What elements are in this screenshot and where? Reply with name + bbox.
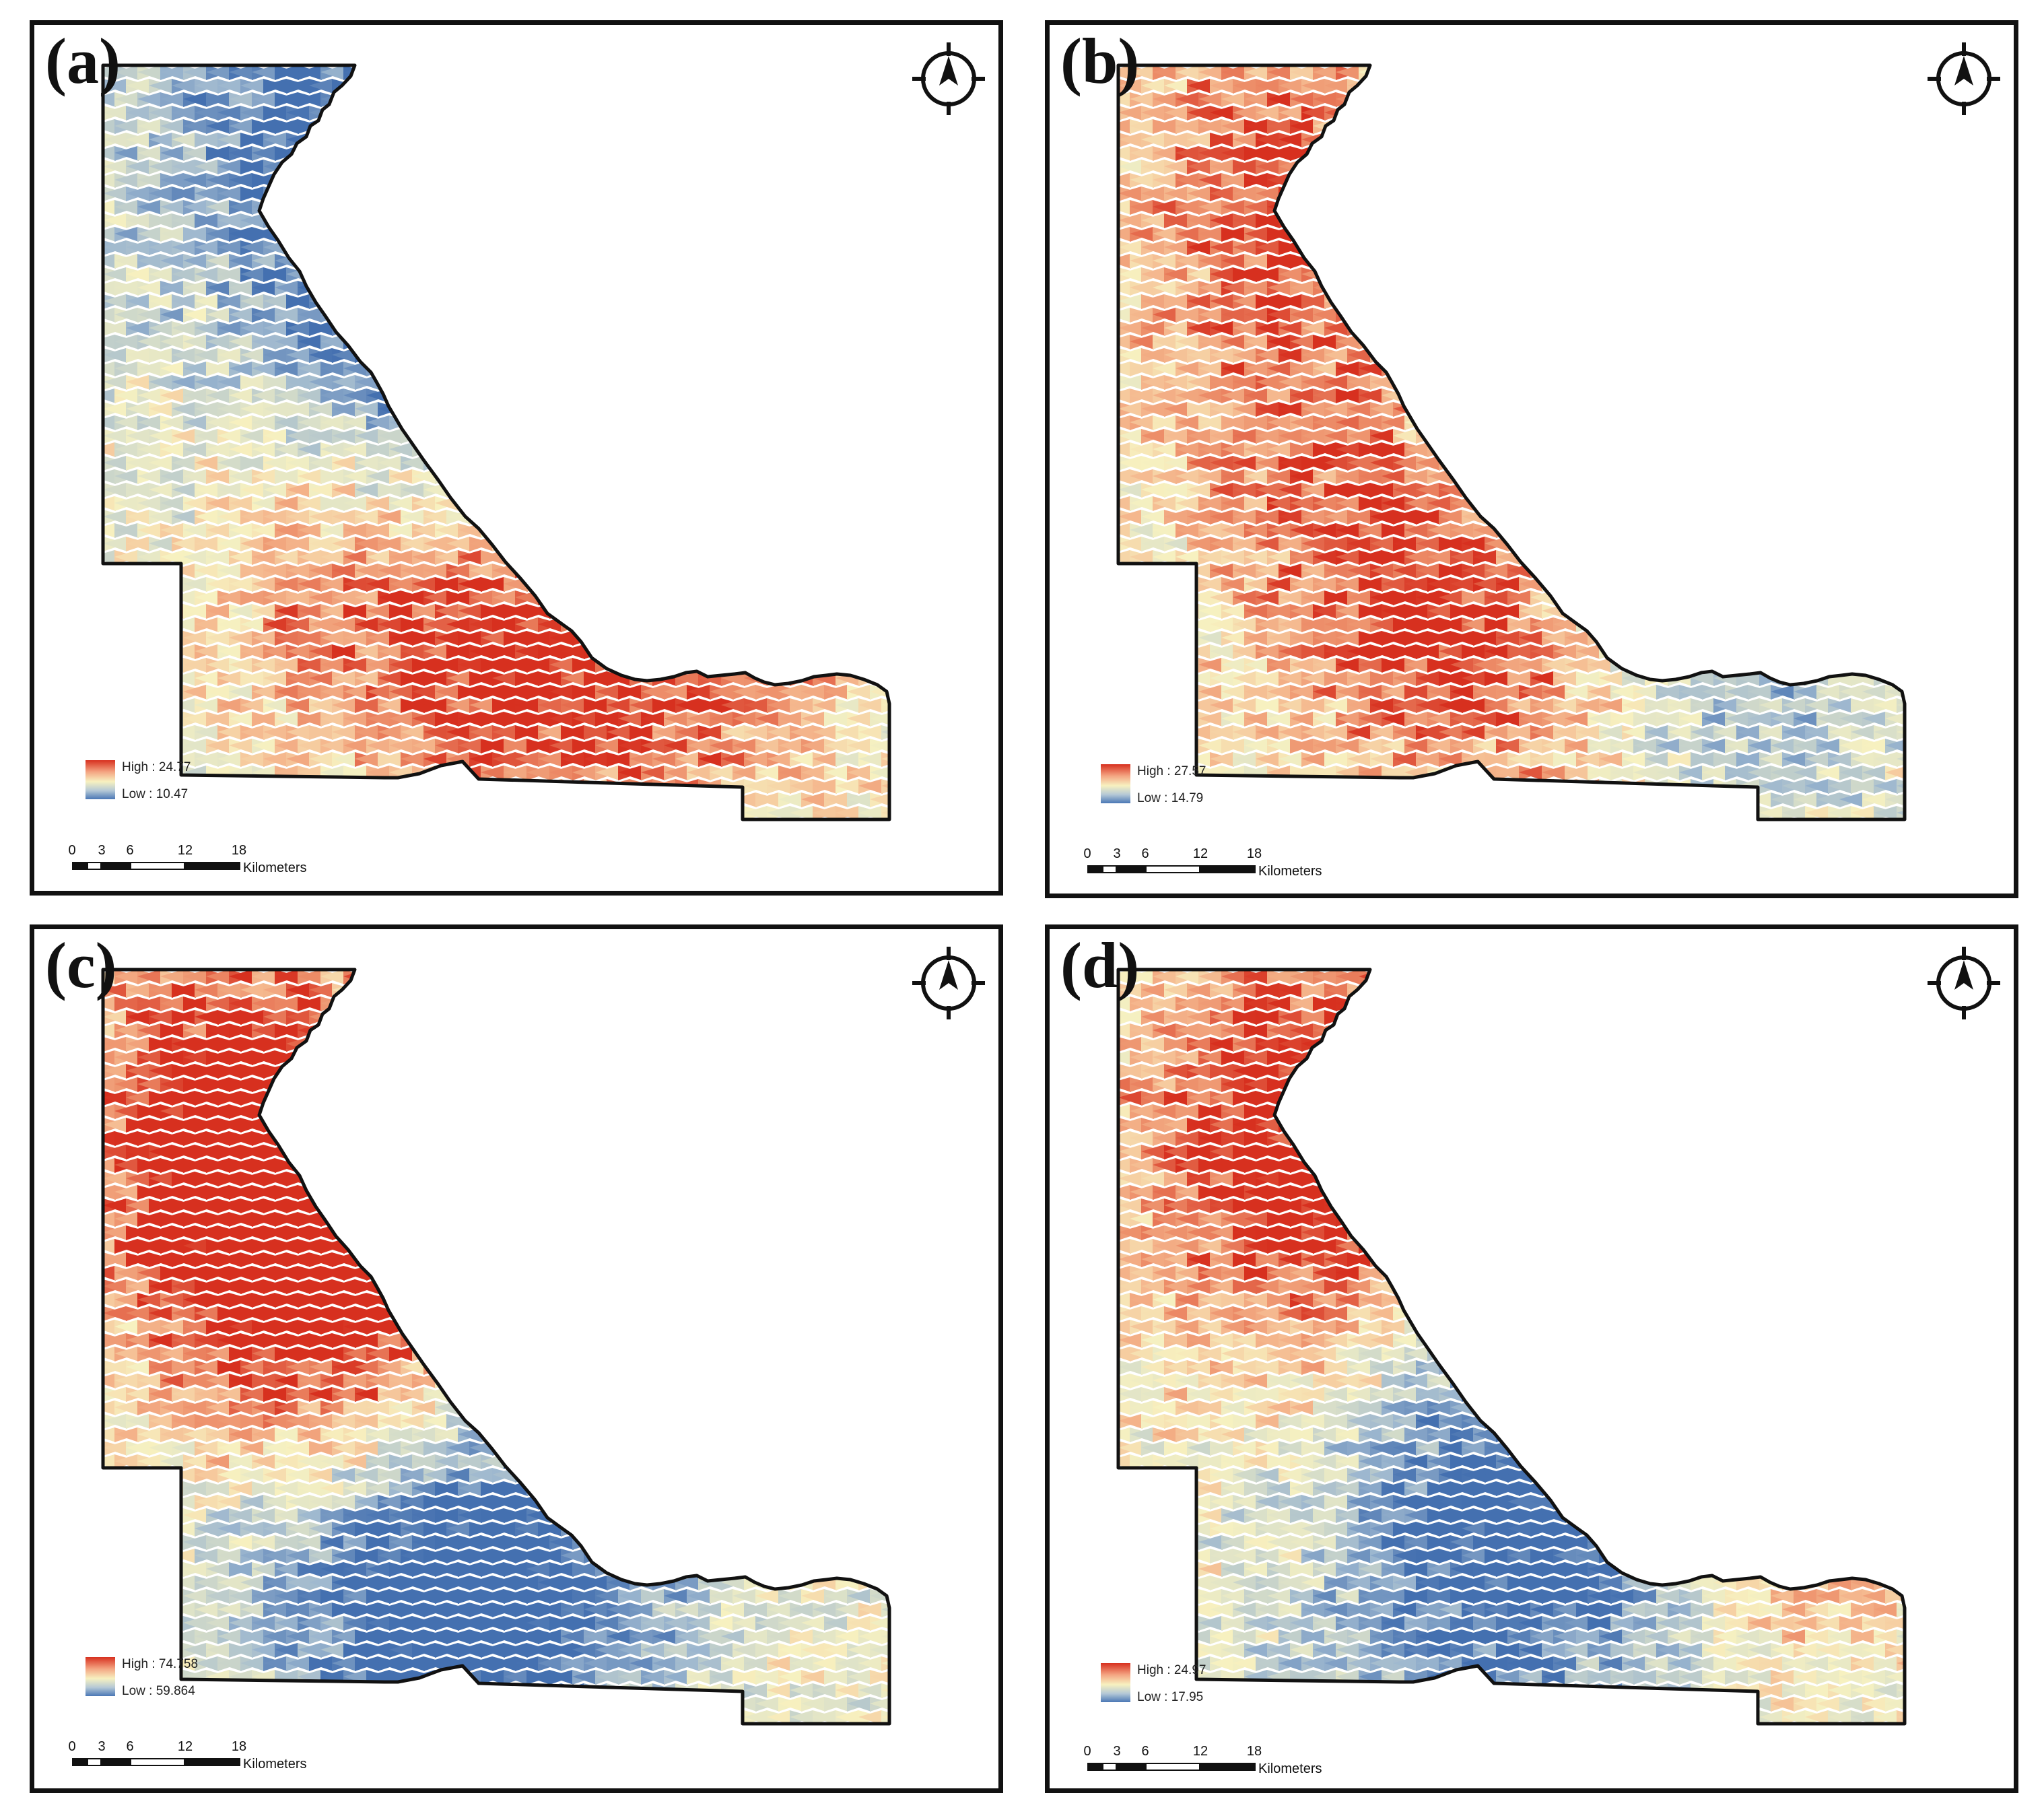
scale-segment [87, 862, 102, 870]
scale-tick-18: 18 [1247, 846, 1262, 862]
north-arrow-icon [1928, 42, 2000, 115]
scale-segment [72, 862, 87, 870]
raster-cells [1118, 65, 1905, 819]
raster-map [1116, 63, 1907, 821]
legend-color-ramp [86, 760, 115, 799]
scale-segment [1200, 865, 1256, 873]
scale-tick-3: 3 [98, 1739, 105, 1755]
scale-unit-label: Kilometers [1258, 1761, 1322, 1777]
scale-unit-label: Kilometers [1258, 864, 1322, 879]
north-arrow-icon [912, 42, 985, 115]
panel-label: (c) [45, 933, 117, 998]
scale-segment [130, 1758, 185, 1766]
legend-low-label: Low : 14.79 [1137, 791, 1203, 806]
panel-label: (b) [1060, 29, 1139, 94]
scale-segment [1117, 865, 1145, 873]
scale-bar: 0 3 6 12 18 Kilometers [68, 843, 368, 883]
scale-tick-0: 0 [1083, 846, 1091, 862]
scale-tick-0: 0 [68, 843, 75, 858]
legend-high-label: High : 24.77 [122, 760, 191, 775]
scale-unit-label: Kilometers [243, 861, 306, 876]
raster-map [101, 63, 891, 821]
scale-segment [1102, 865, 1117, 873]
scale-tick-3: 3 [1113, 846, 1120, 862]
scale-segment [1102, 1763, 1117, 1771]
scale-segment [1145, 1763, 1200, 1771]
scale-tick-12: 12 [1193, 1744, 1208, 1759]
map-panel-b: (b) High : 27.57 Low : 14.79 0 3 6 12 18… [1045, 20, 2018, 898]
scale-bar: 0 3 6 12 18 Kilometers [1083, 846, 1384, 887]
raster-map [1116, 968, 1907, 1726]
scale-tick-3: 3 [1113, 1744, 1120, 1759]
north-arrow-icon [1928, 947, 2000, 1019]
scale-tick-6: 6 [126, 1739, 133, 1755]
scale-tick-3: 3 [98, 843, 105, 858]
scale-tick-6: 6 [1141, 1744, 1149, 1759]
panel-label: (a) [45, 29, 121, 94]
north-arrow-icon [912, 947, 985, 1019]
legend-low-label: Low : 59.864 [122, 1684, 195, 1699]
raster-map [101, 968, 891, 1726]
map-panel-a: (a) High : 24.77 Low : 10.47 0 3 6 12 18… [30, 20, 1003, 896]
scale-tick-6: 6 [126, 843, 133, 858]
study-area-boundary [1116, 968, 1907, 1726]
scale-segment [185, 1758, 240, 1766]
legend: High : 27.57 Low : 14.79 [1101, 764, 1303, 811]
scale-tick-12: 12 [178, 843, 193, 858]
legend: High : 74.758 Low : 59.864 [86, 1657, 287, 1704]
scale-tick-12: 12 [1193, 846, 1208, 862]
scale-bar: 0 3 6 12 18 Kilometers [1083, 1744, 1384, 1784]
scale-tick-18: 18 [1247, 1744, 1262, 1759]
legend-high-label: High : 24.97 [1137, 1663, 1206, 1678]
scale-segment [72, 1758, 87, 1766]
legend-low-label: Low : 17.95 [1137, 1690, 1203, 1705]
scale-tick-0: 0 [1083, 1744, 1091, 1759]
panel-label: (d) [1060, 933, 1139, 998]
scale-segment [1145, 865, 1200, 873]
study-area-boundary [101, 968, 891, 1726]
scale-bar: 0 3 6 12 18 Kilometers [68, 1739, 368, 1780]
scale-segment [87, 1758, 102, 1766]
map-panel-d: (d) High : 24.97 Low : 17.95 0 3 6 12 18… [1045, 924, 2018, 1793]
scale-unit-label: Kilometers [243, 1757, 306, 1772]
scale-segment [185, 862, 240, 870]
legend: High : 24.77 Low : 10.47 [86, 760, 287, 807]
legend-color-ramp [1101, 764, 1130, 803]
study-area-boundary [101, 63, 891, 821]
scale-tick-0: 0 [68, 1739, 75, 1755]
scale-segment [130, 862, 185, 870]
scale-segment [1087, 865, 1102, 873]
legend-high-label: High : 27.57 [1137, 764, 1206, 779]
scale-segment [1200, 1763, 1256, 1771]
scale-segment [1087, 1763, 1102, 1771]
map-panel-c: (c) High : 74.758 Low : 59.864 0 3 6 12 … [30, 924, 1003, 1793]
scale-tick-18: 18 [232, 1739, 246, 1755]
legend: High : 24.97 Low : 17.95 [1101, 1663, 1303, 1710]
legend-color-ramp [1101, 1663, 1130, 1702]
scale-segment [1117, 1763, 1145, 1771]
scale-segment [102, 1758, 130, 1766]
scale-tick-12: 12 [178, 1739, 193, 1755]
study-area-boundary [1116, 63, 1907, 821]
scale-tick-6: 6 [1141, 846, 1149, 862]
legend-high-label: High : 74.758 [122, 1657, 198, 1672]
scale-segment [102, 862, 130, 870]
legend-color-ramp [86, 1657, 115, 1696]
scale-tick-18: 18 [232, 843, 246, 858]
legend-low-label: Low : 10.47 [122, 787, 188, 802]
